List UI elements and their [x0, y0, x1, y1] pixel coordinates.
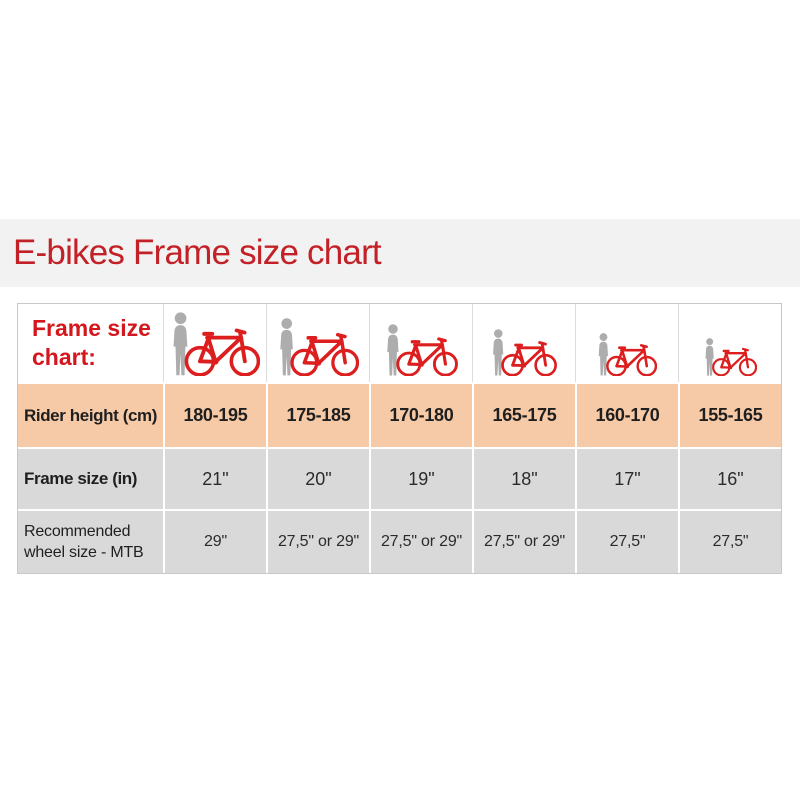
- rider-bike-icon-cell: [369, 304, 472, 382]
- table-header-label: Frame size chart:: [18, 304, 163, 382]
- rider-bike-icon: [703, 338, 757, 376]
- rider-height-value: 175-185: [266, 382, 369, 447]
- frame-size-value: 18": [472, 447, 575, 509]
- rider-bike-icon-cell: [163, 304, 266, 382]
- frame-size-value: 21": [163, 447, 266, 509]
- rider-height-value: 165-175: [472, 382, 575, 447]
- wheel-size-value: 27,5": [678, 509, 781, 573]
- rider-bike-icon-cell: [266, 304, 369, 382]
- frame-size-row-label: Frame size (in): [18, 447, 163, 509]
- rider-height-value: 180-195: [163, 382, 266, 447]
- wheel-size-value: 27,5" or 29": [266, 509, 369, 573]
- frame-size-table: Frame size chart: Rider height (cm) 180-…: [17, 303, 782, 574]
- wheel-size-value: 27,5": [575, 509, 678, 573]
- rider-bike-icon-cell: [678, 304, 781, 382]
- rider-height-value: 170-180: [369, 382, 472, 447]
- wheel-size-value: 27,5" or 29": [369, 509, 472, 573]
- frame-size-value: 19": [369, 447, 472, 509]
- rider-bike-icon: [278, 318, 359, 376]
- rider-height-value: 155-165: [678, 382, 781, 447]
- title-banner: E-bikes Frame size chart: [0, 219, 800, 287]
- wheel-size-value: 27,5" or 29": [472, 509, 575, 573]
- rider-height-value: 160-170: [575, 382, 678, 447]
- rider-bike-icon-cell: [575, 304, 678, 382]
- rider-bike-icon: [385, 324, 458, 376]
- rider-height-row-label: Rider height (cm): [18, 382, 163, 447]
- rider-bike-icon: [597, 333, 657, 376]
- frame-size-value: 16": [678, 447, 781, 509]
- rider-bike-icon: [491, 329, 557, 376]
- frame-size-value: 17": [575, 447, 678, 509]
- frame-size-value: 20": [266, 447, 369, 509]
- wheel-size-value: 29": [163, 509, 266, 573]
- rider-bike-icon-cell: [472, 304, 575, 382]
- page-title: E-bikes Frame size chart: [13, 233, 382, 272]
- wheel-size-row-label: Recommended wheel size - MTB: [18, 509, 163, 573]
- rider-bike-icon: [171, 312, 260, 376]
